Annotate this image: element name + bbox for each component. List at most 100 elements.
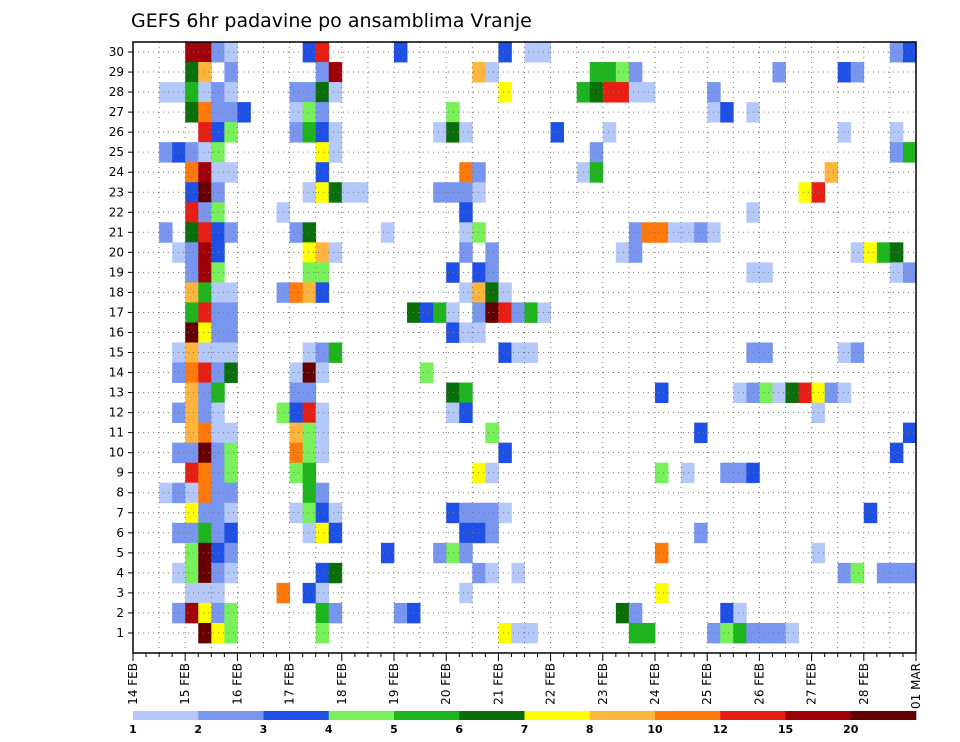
colorbar-label: 15 [778,723,793,736]
heatmap-cell [315,62,330,83]
heatmap-cell [328,502,343,524]
heatmap-cell [185,342,199,363]
heatmap-cell [655,542,669,564]
heatmap-cell [198,602,212,624]
heatmap-cell [185,42,199,63]
heatmap-cell [328,82,343,103]
heatmap-cell [302,82,317,103]
heatmap-cell [302,342,317,363]
heatmap-cell [185,542,199,564]
heatmap-cell [198,122,212,143]
heatmap-cell [472,322,486,343]
heatmap-cell [524,342,538,363]
colorbar-label: 5 [390,723,398,736]
heatmap-cell [889,442,904,464]
heatmap-cell [289,222,304,243]
x-tick-label: 19 FEB [387,663,401,705]
heatmap-cell [459,522,473,544]
heatmap-cell [459,542,473,564]
heatmap-cell [733,622,747,644]
x-tick-label: 26 FEB [752,663,766,705]
heatmap-cell [772,382,786,403]
y-tick-label: 15 [109,346,124,360]
heatmap-cell [302,502,317,524]
heatmap-cell [459,222,473,243]
heatmap-cell [224,282,238,303]
heatmap-cell [185,202,199,223]
heatmap-cell [837,382,852,403]
colorbar-label: 4 [325,723,333,736]
x-tick-label: 25 FEB [700,663,714,705]
heatmap-cell [720,622,734,644]
heatmap-cell [198,242,212,263]
heatmap-cell [289,362,304,383]
y-tick-label: 4 [116,566,124,580]
heatmap-cell [315,282,330,303]
heatmap-cell [472,62,486,83]
heatmap-cell [433,302,447,323]
heatmap-cell [902,42,917,63]
heatmap-cell [759,342,773,363]
x-tick-label: 18 FEB [335,663,349,705]
heatmap-cell [315,122,330,143]
heatmap-cell [485,462,499,484]
x-tick-label: 24 FEB [648,663,662,705]
heatmap-cell [328,182,343,203]
heatmap-cell [315,502,330,524]
y-tick-label: 14 [109,366,124,380]
heatmap-cell [485,62,499,83]
heatmap-cell [315,342,330,363]
heatmap-cell [185,562,199,584]
heatmap-cell [198,502,212,524]
heatmap-cell [602,62,617,83]
heatmap-cell [185,142,199,163]
heatmap-cell [198,222,212,243]
heatmap-cell [446,102,460,123]
heatmap-cell [185,442,199,464]
heatmap-cell [720,462,734,484]
heatmap-cell [889,42,904,63]
heatmap-cell [759,262,773,283]
heatmap-cell [602,82,617,103]
heatmap-cell [902,562,917,584]
heatmap-cell [902,142,917,163]
heatmap-cell [224,502,238,524]
heatmap-cell [380,542,395,564]
heatmap-cell [498,302,512,323]
heatmap-cell [224,62,238,83]
heatmap-cell [785,382,799,403]
colorbar-swatch [785,711,852,720]
heatmap-cell [759,622,773,644]
colorbar-label: 10 [647,723,663,736]
colorbar-swatch [459,711,525,720]
heatmap-cell [498,502,512,524]
heatmap-cell [328,122,343,143]
heatmap-cell [498,342,512,363]
heatmap-cell [224,422,238,444]
heatmap-cell [185,102,199,123]
heatmap-cell [198,522,212,544]
heatmap-cell [550,122,565,143]
colorbar-swatch [524,711,591,720]
heatmap-cell [772,622,786,644]
heatmap-cell [889,142,904,163]
heatmap-cell [302,42,317,63]
heatmap-cell [850,62,865,83]
heatmap-cell [198,562,212,584]
heatmap-cell [446,302,460,323]
heatmap-cell [472,162,486,183]
heatmap-cell [759,382,773,403]
heatmap-cell [224,462,238,484]
heatmap-cell [668,222,682,243]
heatmap-cell [472,282,486,303]
heatmap-cell [224,622,238,644]
heatmap-cell [198,142,212,163]
y-tick-label: 26 [109,125,124,139]
heatmap-cell [628,602,643,624]
heatmap-cell [433,542,447,564]
heatmap-cell [302,182,317,203]
heatmap-cell [185,362,199,383]
x-tick-label: 15 FEB [178,663,192,705]
heatmap-cell [224,522,238,544]
